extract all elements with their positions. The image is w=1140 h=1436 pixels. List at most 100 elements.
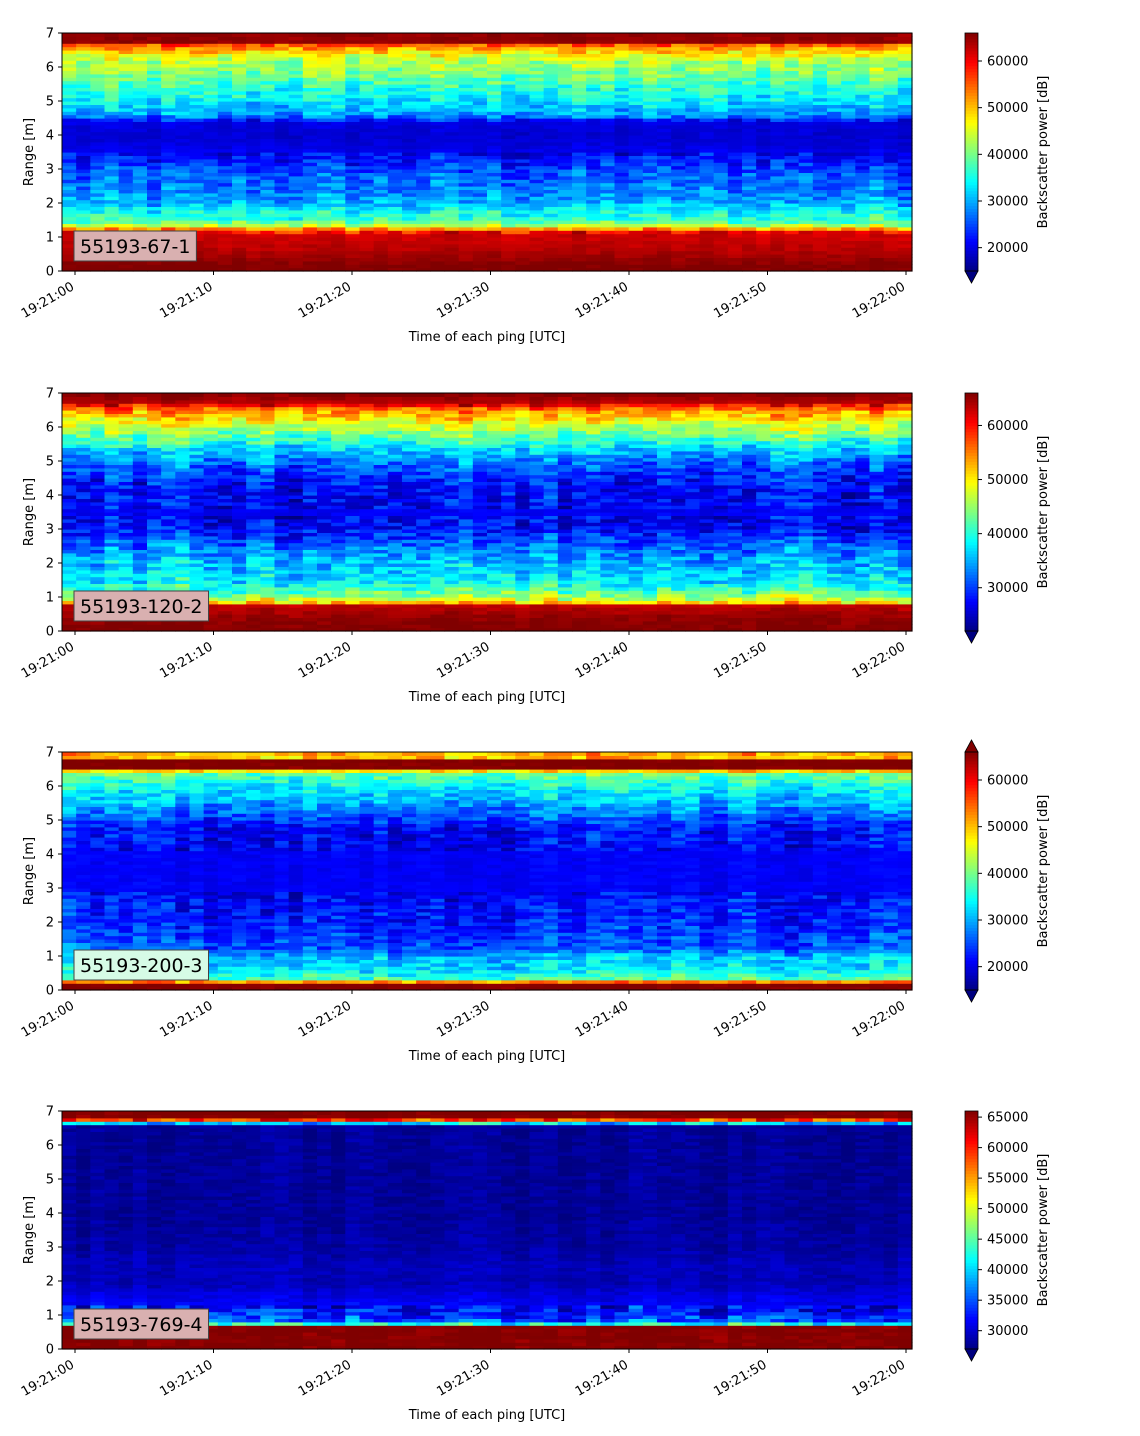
heatmap-cell [615, 193, 630, 197]
heatmap-cell [119, 227, 134, 231]
heatmap-cell [62, 505, 77, 509]
heatmap-cell [317, 264, 332, 268]
heatmap-cell [303, 142, 318, 146]
heatmap-cell [105, 471, 120, 475]
colorbar-segment [965, 212, 978, 215]
heatmap-cell [360, 234, 375, 238]
heatmap-cell [530, 210, 545, 214]
heatmap-cell [90, 166, 105, 170]
heatmap-cell [530, 251, 545, 255]
heatmap-cell [90, 403, 105, 407]
heatmap-cell [558, 159, 573, 163]
heatmap-cell [884, 217, 899, 221]
heatmap-cell [275, 176, 290, 180]
colorbar-segment [965, 113, 978, 116]
heatmap-cell [246, 227, 261, 231]
heatmap-cell [133, 149, 148, 153]
heatmap-cell [700, 227, 715, 231]
heatmap-cell [530, 217, 545, 221]
heatmap-cell [388, 132, 403, 136]
heatmap-cell [232, 159, 247, 163]
heatmap-cell [360, 33, 375, 37]
heatmap-cell [770, 149, 785, 153]
y-tick-label: 0 [46, 265, 54, 280]
heatmap-cell [260, 251, 275, 255]
heatmap-cell [430, 166, 445, 170]
heatmap-cell [600, 142, 615, 146]
heatmap-cell [600, 244, 615, 248]
heatmap-cell [473, 149, 488, 153]
heatmap-cell [700, 166, 715, 170]
heatmap-cell [728, 217, 743, 221]
heatmap-cell [459, 183, 474, 187]
heatmap-cell [700, 132, 715, 136]
heatmap-cell [430, 159, 445, 163]
colorbar-segment [965, 223, 978, 226]
heatmap-cell [289, 217, 304, 221]
colorbar-segment [965, 57, 978, 60]
heatmap-cell [161, 142, 176, 146]
colorbar-segment [965, 119, 978, 122]
heatmap-cell [827, 166, 842, 170]
heatmap-cell [756, 166, 771, 170]
heatmap-cell [345, 132, 360, 136]
heatmap-cell [756, 264, 771, 268]
heatmap-cell [671, 149, 686, 153]
heatmap-cell [133, 132, 148, 136]
heatmap-cell [204, 33, 219, 37]
heatmap-cell [487, 251, 502, 255]
heatmap-cell [615, 227, 630, 231]
heatmap-cell [572, 264, 587, 268]
colorbar-segment [965, 194, 978, 197]
heatmap-cell [572, 132, 587, 136]
heatmap-cell [190, 142, 205, 146]
heatmap-cell [331, 251, 346, 255]
heatmap-cell [841, 251, 856, 255]
heatmap-cell [232, 210, 247, 214]
heatmap-cell [487, 264, 502, 268]
heatmap-cell [445, 244, 460, 248]
colorbar-tick-label: 30000 [987, 195, 1028, 210]
heatmap-cell [714, 142, 729, 146]
heatmap-cell [402, 183, 417, 187]
colorbar-segment [965, 36, 978, 39]
heatmap-cell [558, 264, 573, 268]
colorbar-segment [965, 176, 978, 179]
heatmap-cell [289, 183, 304, 187]
heatmap-cell [473, 166, 488, 170]
colorbar-segment [965, 104, 978, 107]
heatmap-cell [232, 227, 247, 231]
colorbar-tick-label: 60000 [987, 55, 1028, 70]
heatmap-cell [430, 176, 445, 180]
heatmap-cell [260, 217, 275, 221]
heatmap-cell [175, 505, 190, 509]
heatmap-cell [742, 176, 757, 180]
heatmap-cell [558, 142, 573, 146]
heatmap-cell [615, 217, 630, 221]
heatmap-cell [586, 159, 601, 163]
heatmap-cell [190, 166, 205, 170]
heatmap-cell [416, 176, 431, 180]
heatmap-cell [133, 403, 148, 407]
heatmap-cell [62, 166, 77, 170]
heatmap-cell [76, 176, 91, 180]
heatmap-cell [586, 227, 601, 231]
heatmap-cell [90, 264, 105, 268]
heatmap-cell [785, 166, 800, 170]
heatmap-cell [544, 33, 559, 37]
heatmap-cell [90, 132, 105, 136]
heatmap-cell [232, 251, 247, 255]
heatmap-cell [147, 505, 162, 509]
heatmap-cell [728, 142, 743, 146]
heatmap-cell [473, 33, 488, 37]
heatmap-cell [685, 244, 700, 248]
heatmap-cell [742, 210, 757, 214]
heatmap-cell [374, 210, 389, 214]
heatmap-cell [190, 132, 205, 136]
heatmap-cell [501, 227, 516, 231]
heatmap-cell [374, 227, 389, 231]
heatmap-cell [855, 234, 870, 238]
heatmap-cell [756, 227, 771, 231]
heatmap-cell [416, 159, 431, 163]
heatmap-cell [501, 159, 516, 163]
